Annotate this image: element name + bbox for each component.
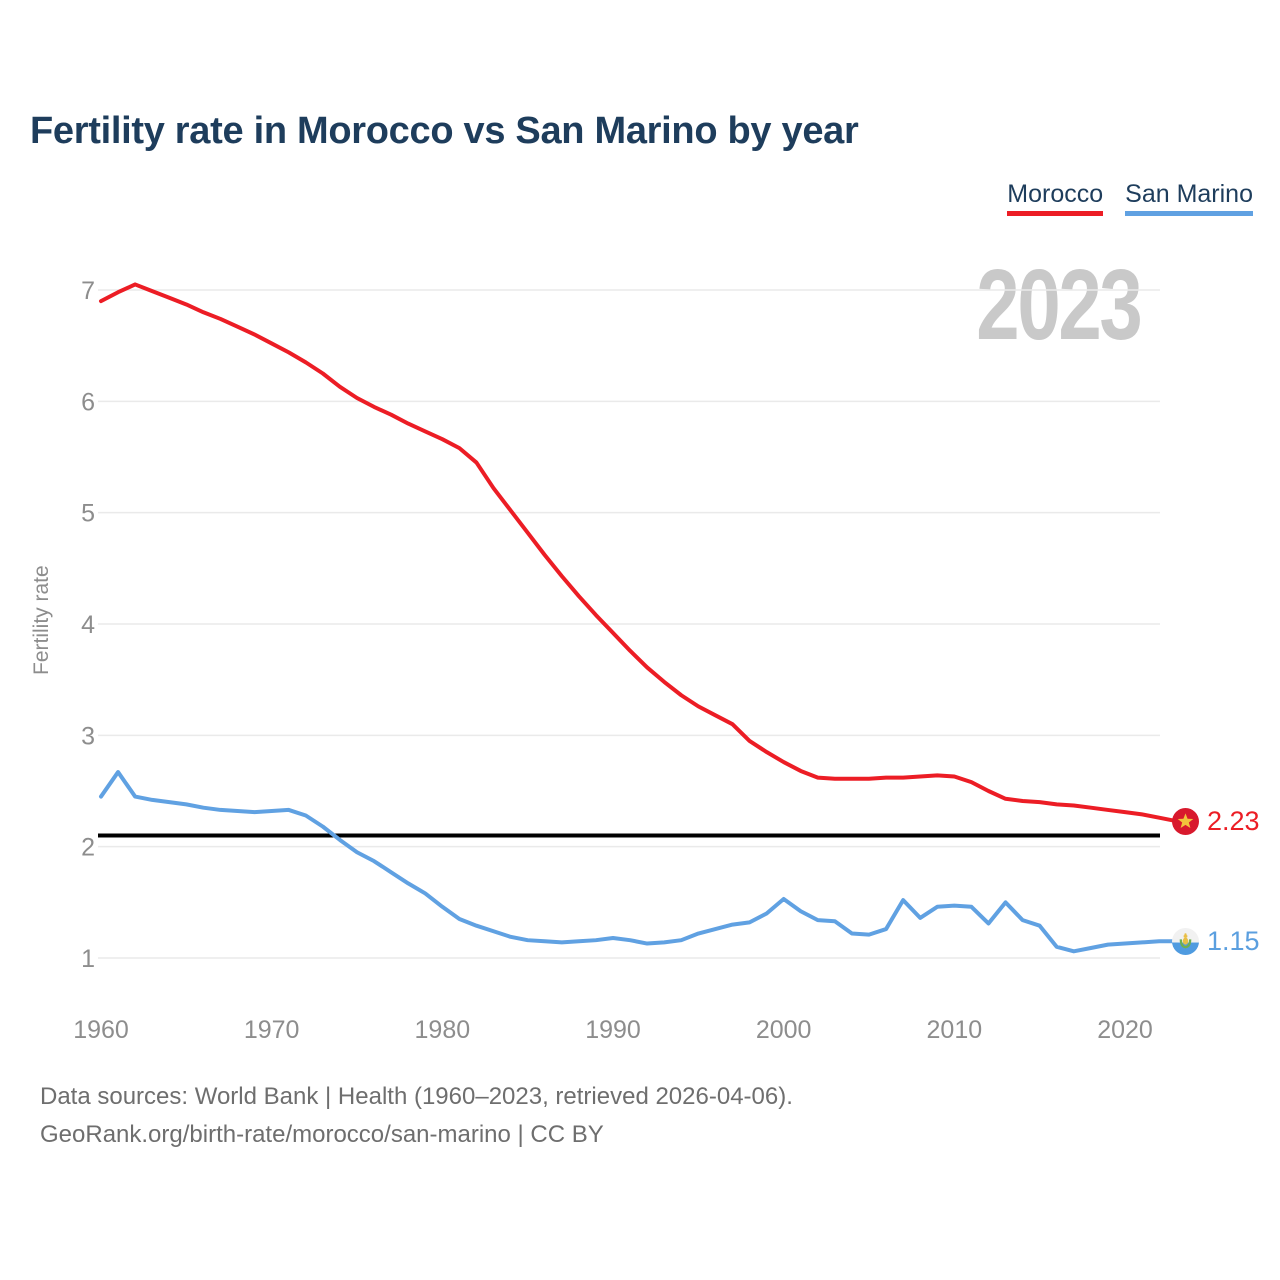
page-title: Fertility rate in Morocco vs San Marino … [30, 110, 859, 152]
x-tick-label: 2020 [1097, 1016, 1153, 1044]
y-tick-label: 4 [81, 611, 95, 639]
x-tick-label: 2000 [756, 1016, 812, 1044]
source-line-1: Data sources: World Bank | Health (1960–… [40, 1083, 793, 1110]
x-tick-label: 2010 [927, 1016, 983, 1044]
morocco-line [99, 282, 1179, 824]
x-tick-label: 1970 [244, 1016, 300, 1044]
morocco-end-label: 2.23 [1172, 806, 1260, 837]
san-marino-flag-icon [1172, 928, 1199, 955]
year-watermark: 2023 [975, 249, 1143, 361]
y-tick-label: 3 [81, 722, 95, 750]
y-tick-label: 6 [81, 388, 95, 416]
x-tick-label: 1980 [415, 1016, 471, 1044]
san-marino-end-label: 1.15 [1172, 926, 1260, 957]
x-tick-label: 1990 [585, 1016, 641, 1044]
source-line-2: GeoRank.org/birth-rate/morocco/san-marin… [40, 1121, 604, 1148]
y-tick-label: 5 [81, 500, 95, 528]
morocco-end-value: 2.23 [1207, 806, 1260, 836]
san-marino-end-value: 1.15 [1207, 926, 1260, 956]
legend-item-san-marino[interactable]: San Marino [1125, 180, 1253, 216]
san-marino-line [99, 770, 1179, 954]
legend: Morocco San Marino [1007, 180, 1253, 216]
morocco-flag-icon [1172, 808, 1199, 835]
y-tick-label: 7 [81, 277, 95, 305]
legend-item-morocco[interactable]: Morocco [1007, 180, 1104, 216]
source-attribution: Data sources: World Bank | Health (1960–… [40, 1078, 793, 1154]
x-tick-label: 1960 [73, 1016, 129, 1044]
y-tick-label: 1 [81, 945, 95, 973]
y-tick-label: 2 [81, 834, 95, 862]
